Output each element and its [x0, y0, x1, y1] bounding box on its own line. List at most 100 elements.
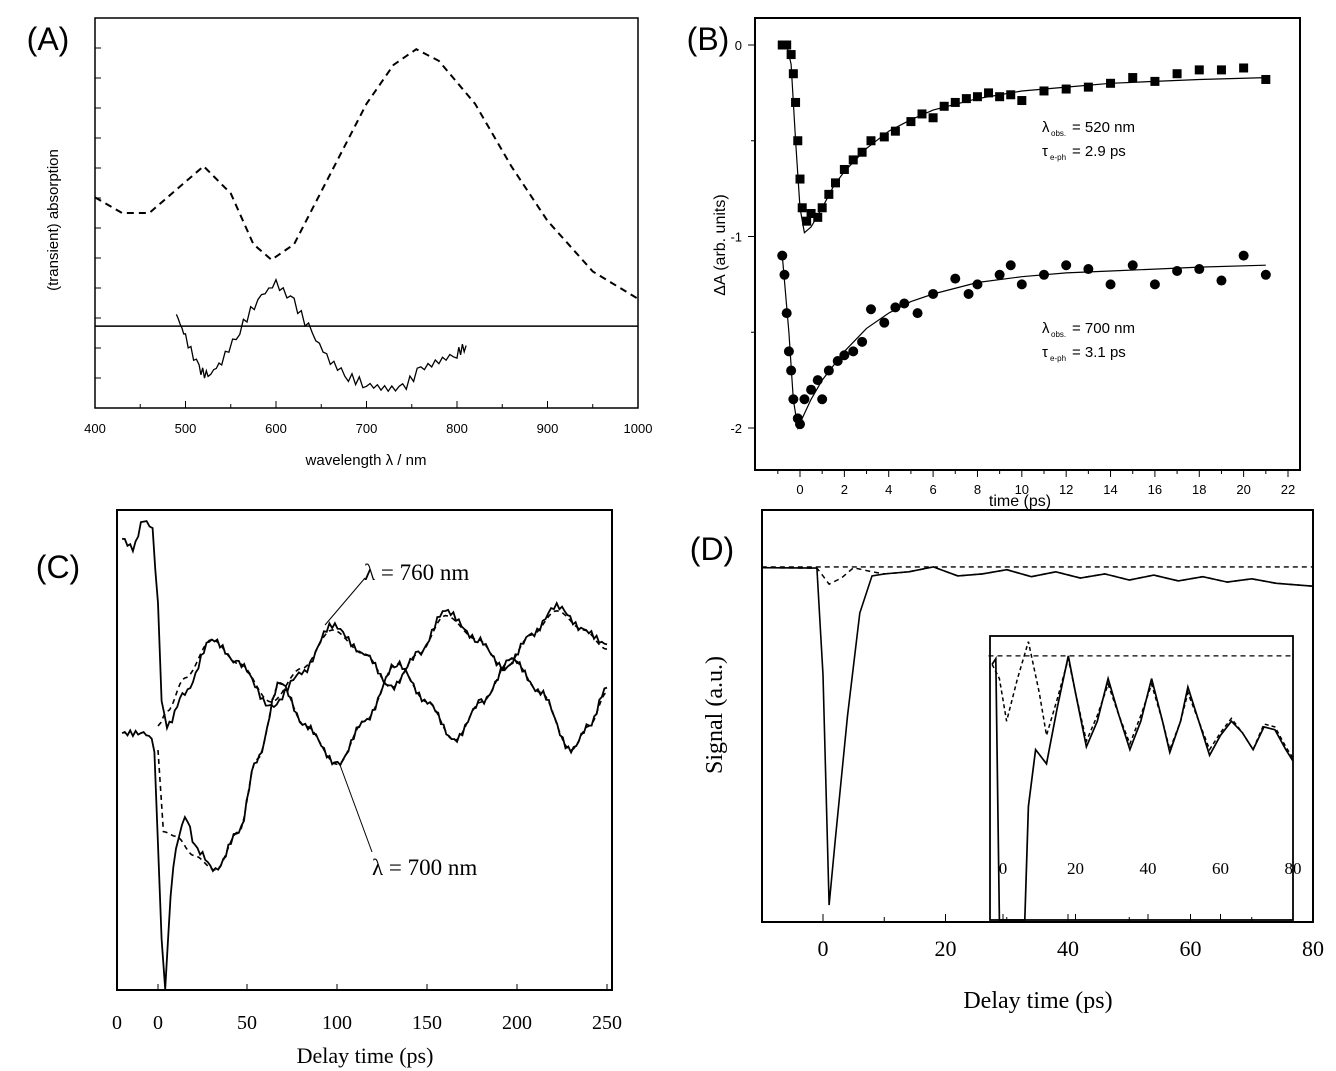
leader-line-700nm [339, 764, 373, 853]
x-tick-label: 40 [1057, 936, 1079, 961]
panel-d: (D) 0 20 40 60 80 Delay time (ps) Signal (a.u.)… [690, 509, 1324, 1014]
inset-series-measured [991, 655, 1294, 921]
data-point-700nm [786, 365, 797, 376]
data-point-700nm [857, 336, 868, 347]
data-point-520nm [806, 209, 816, 219]
x-tick-label: 500 [175, 421, 197, 436]
data-point-700nm [817, 394, 828, 405]
x-tick-label: 900 [537, 421, 559, 436]
x-tick-label: 100 [322, 1012, 352, 1034]
annotation-700nm: λ = 700 nm [372, 855, 477, 880]
data-point-520nm [793, 136, 803, 146]
data-point-700nm [928, 288, 939, 299]
fit-line-520nm [786, 44, 1266, 234]
data-point-520nm [1106, 78, 1116, 88]
panel-c: (C) 0 0 50 100 150 200 250 Delay time (ps) λ = 76… [36, 509, 622, 1068]
lambda-symbol: λ [1042, 320, 1050, 337]
inset-x-tick-label: 40 [1140, 859, 1157, 878]
panel-label: (D) [690, 531, 734, 567]
lambda-subscript: obs. [1051, 330, 1066, 339]
data-point-700nm [832, 355, 843, 366]
series-700nm-fit [157, 657, 608, 871]
x-tick-label: 400 [84, 421, 106, 436]
x-tick-label: 250 [592, 1012, 622, 1034]
annotation-520nm: λ obs. = 520 nm τ e-ph = 2.9 ps [1042, 119, 1135, 162]
data-point-700nm [812, 375, 823, 386]
x-tick-label: 10 [1015, 482, 1029, 497]
data-point-520nm [817, 203, 827, 213]
data-point-700nm [1016, 279, 1027, 290]
data-point-700nm [865, 304, 876, 315]
plot-frame [94, 17, 639, 409]
data-point-700nm [781, 308, 792, 319]
x-tick-label: 150 [412, 1012, 442, 1034]
data-point-520nm [782, 40, 792, 50]
data-point-520nm [1039, 86, 1049, 96]
data-point-520nm [795, 174, 805, 184]
tau-value: = 3.1 ps [1072, 344, 1126, 361]
data-point-520nm [791, 97, 801, 107]
data-point-520nm [950, 97, 960, 107]
data-point-700nm [912, 308, 923, 319]
data-point-520nm [1216, 65, 1226, 75]
x-tick-label: 1000 [624, 421, 653, 436]
series-760nm-fit [157, 609, 608, 727]
data-point-700nm [783, 346, 794, 357]
inset-x-tick-label: 80 [1285, 859, 1302, 878]
data-point-700nm [1083, 264, 1094, 275]
data-point-700nm [950, 273, 961, 284]
panel-label: (C) [36, 549, 80, 585]
data-point-700nm [899, 298, 910, 309]
annotation-700nm: λ obs. = 700 nm τ e-ph = 3.1 ps [1042, 320, 1135, 363]
x-tick-label: 22 [1281, 482, 1295, 497]
y-tick-label: 0 [735, 38, 742, 53]
data-point-700nm [994, 269, 1005, 280]
x-tick-label: 2 [841, 482, 848, 497]
data-point-700nm [823, 365, 834, 376]
y-axis-label: Signal (a.u.) [702, 656, 728, 774]
data-point-520nm [788, 69, 798, 79]
data-point-520nm [866, 136, 876, 146]
data-point-520nm [824, 189, 834, 199]
lambda-symbol: λ [1042, 119, 1050, 136]
data-point-700nm [1039, 269, 1049, 280]
data-point-700nm [1238, 250, 1249, 261]
data-point-700nm [777, 250, 788, 261]
x-tick-label: 50 [237, 1012, 257, 1034]
x-tick-label: 700 [356, 421, 378, 436]
tau-subscript: e-ph [1050, 153, 1066, 162]
series-measured [761, 566, 1314, 906]
x-tick-label: 18 [1192, 482, 1206, 497]
data-point-700nm [1061, 260, 1072, 271]
x-tick-label: 8 [974, 482, 981, 497]
data-point-520nm [839, 164, 849, 174]
inset-plot: 0 20 40 60 80 [988, 635, 1302, 921]
lambda-subscript: obs. [1051, 129, 1066, 138]
data-point-700nm [788, 394, 799, 405]
data-point-700nm [879, 317, 890, 328]
plot-frame [116, 509, 613, 991]
data-point-700nm [795, 419, 805, 430]
panel-a: (A) 400 500 600 700 800 900 1000 wavelength λ / … [27, 17, 653, 469]
x-axis-label: Delay time (ps) [297, 1043, 434, 1068]
data-point-700nm [972, 279, 983, 290]
lambda-value: = 520 nm [1072, 119, 1135, 136]
data-point-520nm [813, 212, 823, 222]
inset-x-tick-label: 0 [999, 859, 1008, 878]
tau-symbol: τ [1042, 344, 1048, 361]
data-point-520nm [879, 132, 889, 142]
y-tick-label: -2 [730, 421, 742, 436]
data-point-700nm [839, 350, 850, 361]
data-point-520nm [961, 94, 971, 104]
data-point-520nm [1017, 96, 1027, 106]
series-760nm-measured [122, 520, 608, 732]
data-point-700nm [1172, 265, 1183, 276]
x-tick-label: 4 [885, 482, 892, 497]
data-point-520nm [1083, 82, 1093, 92]
x-tick-label: 600 [265, 421, 287, 436]
tau-symbol: τ [1042, 143, 1048, 160]
series-700nm-measured [121, 656, 608, 990]
data-point-700nm [1260, 269, 1271, 280]
data-point-520nm [848, 155, 858, 165]
data-point-520nm [995, 92, 1005, 102]
